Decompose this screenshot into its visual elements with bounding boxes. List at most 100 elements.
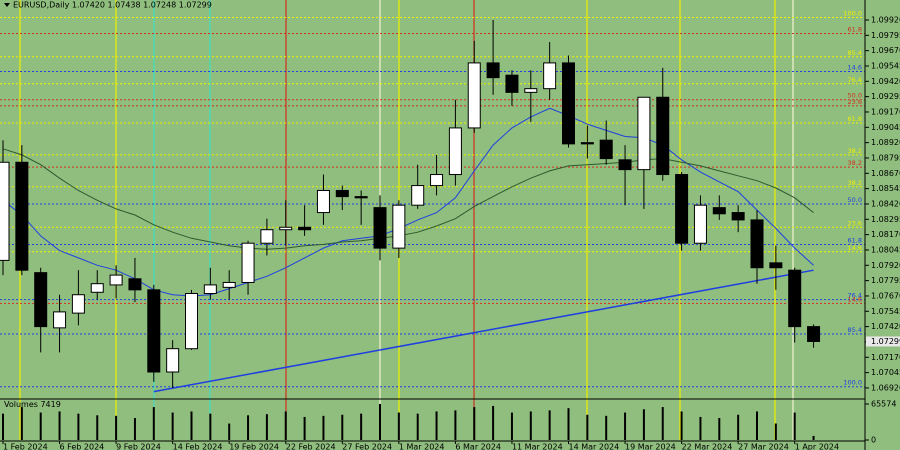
y-tick-label: 1.09295 bbox=[871, 92, 900, 101]
y-tick-label: 1.08295 bbox=[871, 215, 900, 224]
volume-title: Volumes 7419 bbox=[4, 400, 61, 409]
plot: 100.061.885.414.676.450.023.661.838.238.… bbox=[0, 10, 900, 450]
y-tick-label: 1.08170 bbox=[871, 230, 900, 239]
level-label: 23.6 bbox=[848, 98, 862, 106]
candle-body bbox=[618, 159, 632, 171]
candle-body bbox=[0, 161, 10, 261]
candle-body bbox=[807, 326, 821, 342]
level-label: 76.4 bbox=[848, 76, 862, 84]
level-label: 38.2 bbox=[848, 147, 862, 155]
candle-body bbox=[166, 348, 180, 373]
candle-body bbox=[90, 283, 104, 293]
volume-current: 7419 bbox=[40, 400, 60, 409]
candle-body bbox=[637, 96, 651, 171]
candle-body bbox=[448, 127, 462, 176]
level-label: 85.4 bbox=[848, 326, 862, 334]
menu-arrow[interactable] bbox=[4, 3, 10, 7]
candle-body bbox=[392, 204, 406, 249]
candle-body bbox=[524, 88, 538, 93]
level-label: 61.8 bbox=[848, 236, 862, 244]
y-tick-label: 1.08920 bbox=[871, 138, 900, 147]
x-tick-label: 14 Mar 2024 bbox=[569, 443, 620, 450]
y-tick-label: 1.09045 bbox=[871, 123, 900, 132]
candle-body bbox=[467, 62, 481, 129]
level-label: 100.0 bbox=[843, 379, 862, 387]
candle-body bbox=[316, 189, 330, 214]
candle-body bbox=[53, 311, 67, 329]
level-label: 23.6 bbox=[848, 219, 862, 227]
candle-body bbox=[693, 204, 707, 244]
level-label: 61.8 bbox=[848, 115, 862, 123]
y-tick-label: 1.07795 bbox=[871, 276, 900, 285]
candle-body bbox=[15, 161, 29, 271]
moving-average bbox=[2, 148, 814, 250]
x-tick-label: 19 Mar 2024 bbox=[625, 443, 676, 450]
price-marker-label: 1.07299 bbox=[871, 337, 900, 346]
x-tick-label: 1 Apr 2024 bbox=[795, 443, 839, 450]
level-label: 14.6 bbox=[848, 64, 862, 72]
candle-body bbox=[505, 74, 519, 93]
candle-body bbox=[486, 62, 500, 79]
candle-body bbox=[656, 96, 670, 176]
level-label: 14.6 bbox=[848, 295, 862, 303]
volume-tick-label: 0 bbox=[871, 436, 876, 445]
x-tick-label: 11 Mar 2024 bbox=[512, 443, 563, 450]
x-tick-label: 14 Feb 2024 bbox=[173, 443, 223, 450]
y-tick-label: 1.08795 bbox=[871, 153, 900, 162]
y-tick-label: 1.08420 bbox=[871, 199, 900, 208]
candle-body bbox=[260, 229, 274, 244]
candle-body bbox=[562, 62, 575, 145]
candle-body bbox=[222, 281, 236, 288]
candle-body bbox=[279, 226, 293, 231]
candle-body bbox=[411, 185, 425, 206]
candle-body bbox=[147, 289, 161, 373]
y-tick-label: 1.09795 bbox=[871, 31, 900, 40]
x-tick-label: 22 Feb 2024 bbox=[286, 443, 336, 450]
price-marker bbox=[866, 336, 900, 347]
y-tick-label: 1.07920 bbox=[871, 261, 900, 270]
x-tick-label: 22 Mar 2024 bbox=[682, 443, 733, 450]
candle-body bbox=[109, 274, 123, 286]
candle-body bbox=[185, 293, 198, 350]
candle-body bbox=[712, 207, 726, 215]
x-tick-label: 27 Mar 2024 bbox=[738, 443, 789, 450]
y-tick-label: 1.07045 bbox=[871, 368, 900, 377]
candle-body bbox=[34, 272, 48, 328]
y-tick-label: 1.09670 bbox=[871, 46, 900, 55]
x-tick-label: 27 Feb 2024 bbox=[342, 443, 392, 450]
x-tick-label: 6 Mar 2024 bbox=[455, 443, 501, 450]
candle-body bbox=[599, 139, 613, 160]
level-label: 85.4 bbox=[848, 49, 862, 57]
level-label: 100.0 bbox=[843, 10, 862, 18]
level-label: 38.2 bbox=[848, 179, 862, 187]
candle-body bbox=[203, 284, 217, 295]
y-tick-label: 1.07545 bbox=[871, 307, 900, 316]
y-tick-label: 1.09920 bbox=[871, 15, 900, 24]
candle-body bbox=[675, 174, 689, 244]
candle-body bbox=[298, 226, 312, 231]
level-label: 50.0 bbox=[848, 92, 862, 100]
y-tick-label: 1.07170 bbox=[871, 353, 900, 362]
candle-body bbox=[750, 219, 764, 269]
y-tick-label: 1.08045 bbox=[871, 245, 900, 254]
candle-body bbox=[731, 212, 745, 221]
y-tick-label: 1.09170 bbox=[871, 107, 900, 116]
y-tick-label: 1.09545 bbox=[871, 61, 900, 70]
y-tick-label: 1.07670 bbox=[871, 291, 900, 300]
level-label: 38.2 bbox=[848, 159, 862, 167]
y-tick-label: 1.08670 bbox=[871, 169, 900, 178]
level-label: 76.4 bbox=[848, 292, 862, 300]
candle-body bbox=[354, 196, 368, 199]
candle-body bbox=[580, 142, 594, 145]
candle-body bbox=[128, 278, 142, 291]
candle-body bbox=[373, 207, 387, 249]
level-label: 50.0 bbox=[848, 196, 862, 204]
x-tick-label: 1 Mar 2024 bbox=[399, 443, 445, 450]
candle-body bbox=[241, 242, 255, 283]
candle-body bbox=[335, 189, 349, 198]
candle-body bbox=[71, 294, 85, 314]
trendline bbox=[153, 269, 814, 393]
candle-body bbox=[543, 62, 557, 90]
